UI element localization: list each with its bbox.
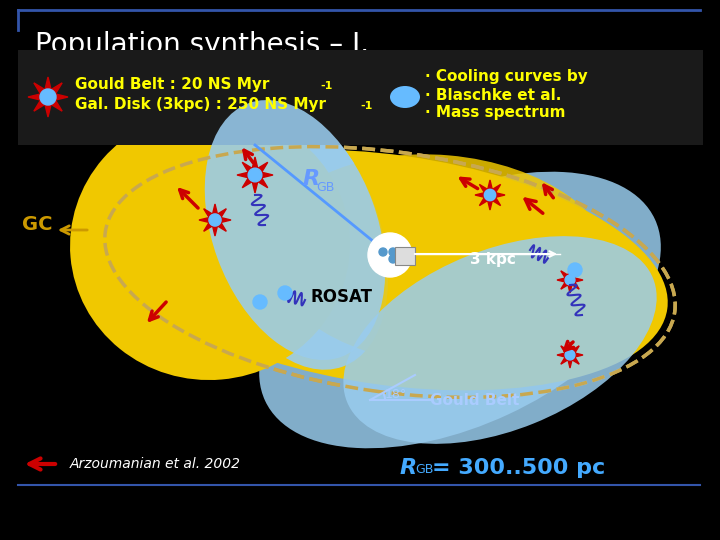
- Polygon shape: [28, 77, 68, 117]
- Ellipse shape: [204, 100, 385, 360]
- Text: = 300..500 pc: = 300..500 pc: [432, 458, 606, 478]
- Bar: [395, 247, 415, 265]
- Ellipse shape: [112, 150, 667, 390]
- Circle shape: [368, 233, 412, 277]
- Circle shape: [278, 286, 292, 300]
- Polygon shape: [475, 180, 505, 210]
- Ellipse shape: [343, 236, 657, 444]
- Text: Gould Belt : 20 NS Myr: Gould Belt : 20 NS Myr: [75, 78, 269, 92]
- Text: R: R: [400, 458, 417, 478]
- Ellipse shape: [390, 86, 420, 108]
- Ellipse shape: [266, 154, 615, 366]
- Circle shape: [379, 248, 387, 256]
- Circle shape: [389, 255, 397, 263]
- Text: Population synthesis – I.: Population synthesis – I.: [35, 31, 369, 59]
- Ellipse shape: [259, 172, 661, 448]
- Circle shape: [568, 263, 582, 277]
- Polygon shape: [237, 157, 273, 193]
- Ellipse shape: [70, 110, 350, 380]
- Text: -1: -1: [320, 81, 333, 91]
- Ellipse shape: [202, 100, 388, 370]
- Bar: [18, 50, 703, 145]
- Text: ROSAT: ROSAT: [310, 288, 372, 306]
- Circle shape: [389, 248, 397, 256]
- Text: 3 kpc: 3 kpc: [470, 252, 516, 267]
- Text: 18°: 18°: [385, 388, 408, 401]
- Polygon shape: [557, 267, 583, 293]
- Text: R: R: [303, 169, 320, 189]
- Text: Arzoumanian et al. 2002: Arzoumanian et al. 2002: [70, 457, 241, 471]
- Circle shape: [209, 214, 221, 226]
- Circle shape: [485, 190, 495, 201]
- Circle shape: [253, 295, 267, 309]
- Text: GC: GC: [22, 215, 53, 234]
- Circle shape: [40, 89, 56, 105]
- Polygon shape: [199, 204, 231, 236]
- Text: · Cooling curves by: · Cooling curves by: [425, 70, 588, 84]
- Text: Gould Belt: Gould Belt: [430, 393, 519, 408]
- Text: GB: GB: [415, 463, 433, 476]
- Polygon shape: [557, 342, 583, 368]
- Text: GB: GB: [316, 181, 334, 194]
- Text: · Mass spectrum: · Mass spectrum: [425, 105, 565, 120]
- Text: Gal. Disk (3kpc) : 250 NS Myr: Gal. Disk (3kpc) : 250 NS Myr: [75, 98, 326, 112]
- Circle shape: [565, 275, 575, 285]
- Circle shape: [248, 168, 262, 182]
- Circle shape: [565, 350, 575, 360]
- Text: -1: -1: [360, 101, 372, 111]
- Text: · Blaschke et al.: · Blaschke et al.: [425, 87, 562, 103]
